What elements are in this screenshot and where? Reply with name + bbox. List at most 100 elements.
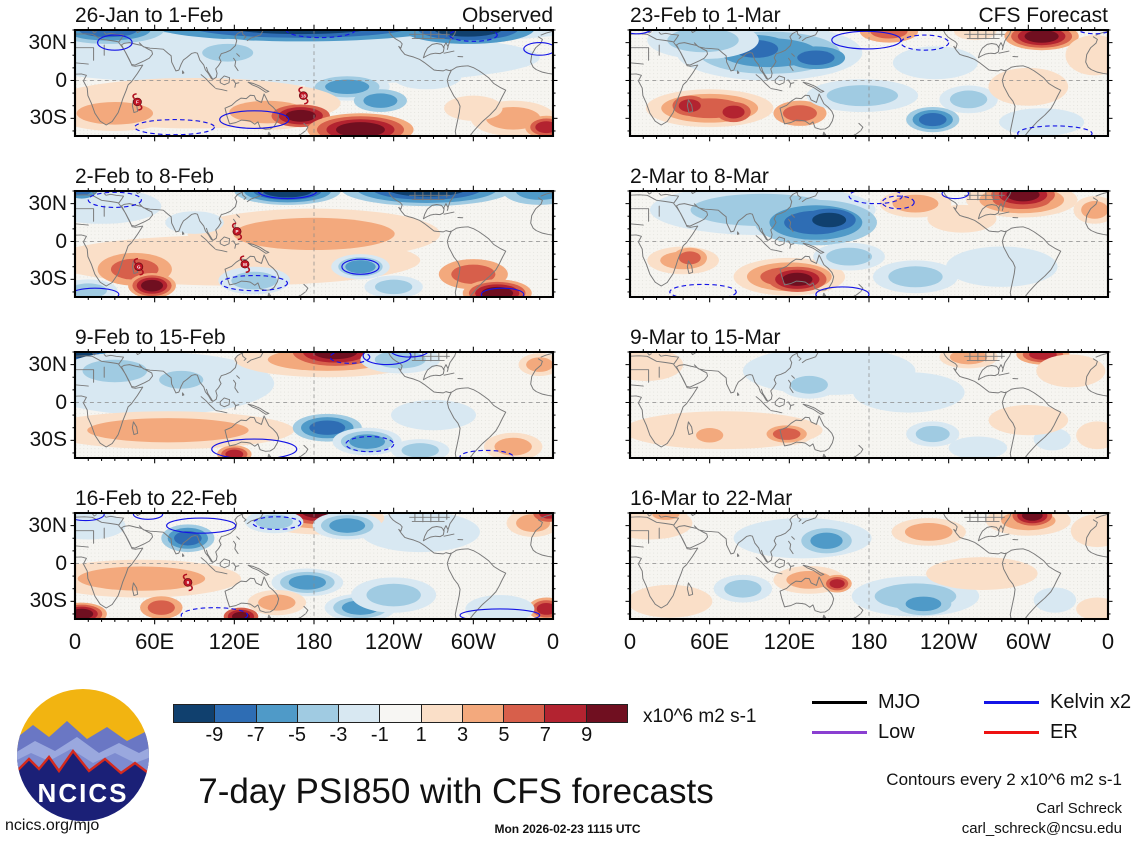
anomaly-blob [927, 204, 997, 233]
anomaly-blob [366, 583, 421, 607]
anomaly-blob [1021, 513, 1043, 521]
anomaly-blob [234, 30, 368, 35]
anomaly-blob [1076, 597, 1108, 619]
anomaly-blob [1065, 35, 1108, 76]
wave-contour [881, 195, 915, 210]
svg-text:M: M [243, 262, 247, 267]
anomaly-blob [904, 523, 953, 541]
wave-contour [180, 607, 249, 619]
x-axis-label-180-3: 180 [850, 629, 888, 654]
anomaly-blob [1033, 587, 1077, 613]
anomaly-blob [336, 122, 385, 136]
anomaly-blob [678, 99, 701, 113]
anomaly-blob [905, 596, 942, 612]
anomaly-blob [722, 105, 745, 119]
logo-ridge-line [17, 748, 149, 776]
cyclone-symbol: G [133, 257, 144, 276]
anomaly-blob [946, 246, 1058, 287]
map-panel-9-feb-to-15-feb [70, 346, 558, 464]
colorbar-tick-label: 3 [456, 724, 469, 746]
anomaly-blob [772, 428, 801, 440]
anomaly-blob [165, 211, 224, 234]
colorbar [173, 704, 628, 723]
y-axis-label-30n: 30N [28, 513, 67, 537]
y-axis-label-30n: 30N [28, 30, 67, 54]
y-axis-label-0: 0 [55, 68, 67, 92]
wave-contour [345, 435, 395, 453]
colorbar-segment [339, 705, 381, 722]
anomaly-blob [141, 279, 164, 292]
anomaly-blob [1024, 30, 1059, 43]
anomaly-blob [444, 95, 503, 121]
map-frame [628, 28, 1110, 138]
map-panel-16-feb-to-22-feb: 9 [70, 507, 558, 625]
legend-line-er [984, 731, 1039, 734]
cyclone-symbol: P [231, 222, 243, 241]
colorbar-tick-label: -1 [370, 724, 389, 746]
wave-contour [257, 191, 318, 200]
colorbar-segment [174, 705, 216, 722]
svg-text:F: F [136, 100, 139, 105]
anomaly-blob [918, 113, 947, 127]
legend-item-low: Low [812, 721, 984, 744]
anomaly-blob [724, 579, 762, 598]
panel-title-9-mar-to-15-mar: 9-Mar to 15-Mar [630, 326, 781, 349]
colorbar-segment [297, 705, 340, 722]
map-panel-26-jan-to-1-feb: F 18 [70, 24, 558, 142]
y-axis-label-30n: 30N [28, 191, 67, 215]
wave-contour [630, 30, 653, 35]
x-axis-label-60w-5: 60W [1005, 629, 1051, 654]
anomaly-blob [1076, 421, 1108, 450]
x-axis-label-180-3: 180 [295, 629, 333, 654]
anomaly-blob [810, 532, 843, 549]
anomaly-blob [948, 436, 1008, 458]
map-frame [73, 28, 555, 138]
panel-title-16-mar-to-22-mar: 16-Mar to 22-Mar [630, 487, 793, 510]
panel-title-16-feb-to-22-feb: 16-Feb to 22-Feb [75, 487, 238, 510]
wave-contour [941, 191, 970, 200]
anomaly-blob [363, 93, 398, 108]
panel-title-9-feb-to-15-feb: 9-Feb to 15-Feb [75, 326, 226, 349]
anomaly-blob [309, 420, 346, 435]
x-axis-label-0-6: 0 [546, 629, 560, 654]
panel-title-23-feb-to-1-mar: 23-Feb to 1-Mar [630, 4, 781, 27]
colorbar-segment [380, 705, 422, 722]
wave-contour [848, 191, 903, 205]
anomaly-blob [782, 272, 813, 286]
cyclone-symbol: F [132, 93, 143, 111]
anomaly-blob [988, 67, 1069, 106]
anomaly-blob [345, 260, 376, 274]
colorbar-tick-label: -7 [246, 724, 265, 746]
panel-title-26-jan-to-1-feb: 26-Jan to 1-Feb [75, 4, 224, 27]
timestamp: Mon 2026-02-23 1115 UTC [494, 822, 641, 836]
anomaly-blob [325, 79, 370, 95]
anomaly-blob [329, 518, 366, 533]
anomaly-blob [288, 575, 327, 590]
anomaly-blob [374, 279, 413, 295]
anomaly-blob [667, 30, 739, 53]
anomaly-blob [888, 266, 943, 288]
logo-mountain-front [17, 751, 149, 821]
anomaly-blob [391, 399, 476, 431]
colorbar-segment [504, 705, 546, 722]
anomaly-blob [374, 352, 426, 369]
y-axis-label-30s: 30S [29, 106, 67, 130]
wave-contour [900, 34, 950, 51]
map-frame [73, 511, 555, 621]
map-panel-9-mar-to-15-mar [625, 346, 1113, 464]
legend-label-kelvin-x2: Kelvin x2 [1050, 691, 1132, 713]
wave-contour [523, 42, 553, 56]
legend: MJO Kelvin x2 Low ER [812, 691, 1135, 744]
map-panel-2-feb-to-8-feb: P G M [70, 185, 558, 303]
legend-label-er: ER [1050, 721, 1078, 743]
anomaly-blob [349, 434, 386, 449]
anomaly-blob [433, 30, 503, 37]
anomaly-blob [949, 90, 988, 109]
cyclone-symbol: M [239, 255, 251, 274]
anomaly-blob [630, 352, 684, 382]
anomaly-blob [258, 594, 296, 611]
wave-contour [75, 287, 120, 297]
x-axis-label-120w-4: 120W [919, 629, 978, 654]
anomaly-blob [826, 247, 873, 266]
